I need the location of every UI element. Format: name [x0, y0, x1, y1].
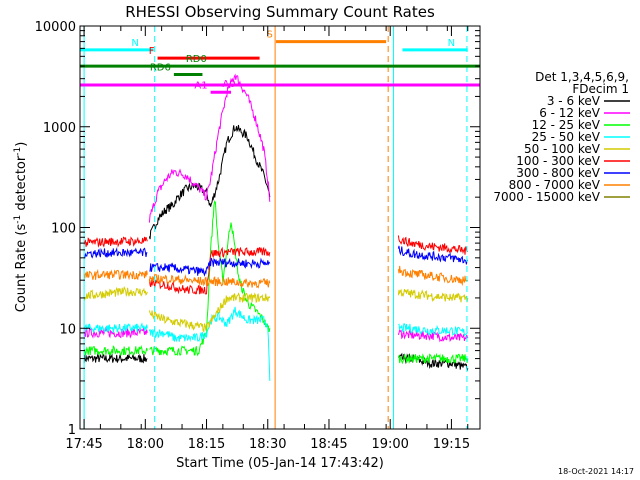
x-tick-label-6: 19:00	[371, 437, 408, 452]
legend-label-2: 6 - 12 keV	[539, 106, 601, 120]
series-2-segment-2	[148, 73, 271, 223]
y-tick-label-4: 1000	[43, 121, 76, 136]
legend-label-7: 300 - 800 keV	[516, 166, 600, 180]
x-tick-label-2: 18:00	[127, 437, 164, 452]
series-1	[83, 124, 469, 372]
legend-header-line-1: Det 1,3,4,5,6,9,	[535, 70, 629, 84]
legend-label-8: 800 - 7000 keV	[509, 178, 601, 192]
flag-label-5: RD0	[186, 54, 207, 65]
series-4-segment-3	[398, 323, 468, 338]
x-tick-label-1: 17:45	[65, 437, 102, 452]
series-4-segment-1	[83, 322, 148, 334]
y-axis-label: Count Rate (s-1 detector-1)	[13, 142, 29, 313]
series-1-segment-3	[177, 124, 271, 207]
flag-layer: NNSFRD0RD6A1A0	[80, 26, 480, 429]
flag-label-1: N	[131, 38, 138, 49]
x-tick-label-3: 18:15	[188, 437, 225, 452]
flag-label-4: F	[149, 46, 155, 57]
legend-label-3: 12 - 25 keV	[532, 118, 601, 132]
series-7-segment-2	[149, 257, 271, 277]
series-6-segment-1	[83, 236, 148, 248]
series-5-segment-1	[83, 285, 148, 302]
flag-label-6: RD6	[150, 63, 171, 74]
series-5-segment-3	[397, 288, 469, 303]
series-1-segment-2	[148, 195, 179, 240]
series-layer	[83, 73, 469, 381]
timestamp-stamp: 18-Oct-2021 14:17	[558, 467, 634, 476]
flag-label-3: S	[267, 30, 273, 41]
chart-title: RHESSI Observing Summary Count Rates	[125, 3, 435, 21]
series-6-segment-3	[397, 235, 468, 255]
series-8	[83, 265, 469, 289]
series-8-segment-2	[148, 273, 271, 289]
series-1-segment-1	[83, 353, 148, 364]
x-tick-label-7: 19:15	[433, 437, 470, 452]
series-2-segment-3	[397, 328, 469, 343]
series-7-segment-3	[397, 245, 469, 265]
series-5	[83, 285, 469, 333]
legend-label-6: 100 - 300 keV	[516, 154, 600, 168]
series-7-segment-1	[83, 247, 148, 259]
legend-header-line-2: FDecim 1	[572, 82, 629, 96]
series-8-segment-1	[83, 268, 148, 281]
x-tick-label-4: 18:30	[249, 437, 286, 452]
legend-label-5: 50 - 100 keV	[524, 142, 601, 156]
legend-label-1: 3 - 6 keV	[547, 94, 601, 108]
y-tick-label-2: 10	[59, 322, 76, 337]
series-3-segment-1	[83, 344, 148, 357]
ticks-layer: 17:45 18:00 18:15 18:30 18:45 19:00 19:15 1 10 10…	[35, 20, 480, 452]
series-5-segment-2	[148, 292, 271, 333]
flag-label-8: A0	[222, 79, 235, 90]
x-tick-label-5: 18:45	[310, 437, 347, 452]
series-3-segment-3	[397, 352, 469, 365]
x-axis-label: Start Time (05-Jan-14 17:43:42)	[176, 456, 384, 471]
series-2-segment-1	[83, 326, 148, 339]
series-2	[83, 73, 469, 343]
series-3-segment-2	[149, 200, 271, 357]
y-tick-label-3: 100	[51, 222, 76, 237]
legend-label-4: 25 - 50 keV	[532, 130, 601, 144]
legend-label-9: 7000 - 15000 keV	[493, 190, 600, 204]
flag-label-2: N	[448, 38, 455, 49]
series-1-segment-4	[398, 352, 469, 372]
series-7	[83, 245, 469, 277]
y-tick-label-5: 10000	[35, 20, 76, 35]
series-3	[83, 200, 469, 365]
y-tick-label-1: 1	[68, 423, 76, 438]
series-8-segment-3	[397, 265, 469, 287]
